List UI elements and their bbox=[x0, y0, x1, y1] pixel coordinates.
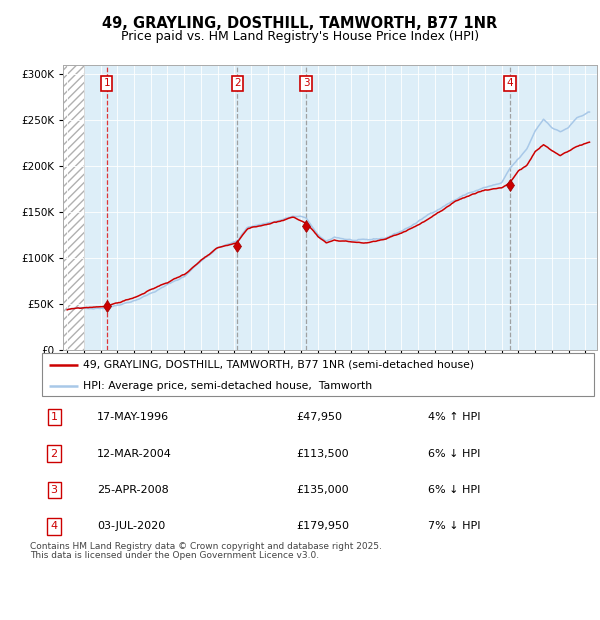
Text: This data is licensed under the Open Government Licence v3.0.: This data is licensed under the Open Gov… bbox=[30, 551, 319, 560]
Text: £47,950: £47,950 bbox=[296, 412, 342, 422]
Text: 2: 2 bbox=[234, 79, 241, 89]
Text: 4: 4 bbox=[50, 521, 58, 531]
Text: £113,500: £113,500 bbox=[296, 449, 349, 459]
Text: 12-MAR-2004: 12-MAR-2004 bbox=[97, 449, 172, 459]
Text: 1: 1 bbox=[50, 412, 58, 422]
Text: 4: 4 bbox=[507, 79, 514, 89]
Text: 17-MAY-1996: 17-MAY-1996 bbox=[97, 412, 169, 422]
Text: 6% ↓ HPI: 6% ↓ HPI bbox=[428, 485, 481, 495]
Text: HPI: Average price, semi-detached house,  Tamworth: HPI: Average price, semi-detached house,… bbox=[83, 381, 373, 391]
Text: 4% ↑ HPI: 4% ↑ HPI bbox=[428, 412, 481, 422]
Text: 1: 1 bbox=[104, 79, 110, 89]
Text: 49, GRAYLING, DOSTHILL, TAMWORTH, B77 1NR (semi-detached house): 49, GRAYLING, DOSTHILL, TAMWORTH, B77 1N… bbox=[83, 360, 475, 370]
Text: 2: 2 bbox=[50, 449, 58, 459]
Text: 25-APR-2008: 25-APR-2008 bbox=[97, 485, 169, 495]
Text: 49, GRAYLING, DOSTHILL, TAMWORTH, B77 1NR: 49, GRAYLING, DOSTHILL, TAMWORTH, B77 1N… bbox=[103, 16, 497, 30]
Text: 3: 3 bbox=[303, 79, 310, 89]
Text: £179,950: £179,950 bbox=[296, 521, 349, 531]
Text: 6% ↓ HPI: 6% ↓ HPI bbox=[428, 449, 481, 459]
Bar bbox=[63, 65, 84, 350]
Text: Price paid vs. HM Land Registry's House Price Index (HPI): Price paid vs. HM Land Registry's House … bbox=[121, 30, 479, 43]
Text: 7% ↓ HPI: 7% ↓ HPI bbox=[428, 521, 481, 531]
Bar bbox=[63, 65, 84, 350]
Text: Contains HM Land Registry data © Crown copyright and database right 2025.: Contains HM Land Registry data © Crown c… bbox=[30, 542, 382, 551]
Text: 03-JUL-2020: 03-JUL-2020 bbox=[97, 521, 166, 531]
Text: 3: 3 bbox=[50, 485, 58, 495]
Text: £135,000: £135,000 bbox=[296, 485, 349, 495]
